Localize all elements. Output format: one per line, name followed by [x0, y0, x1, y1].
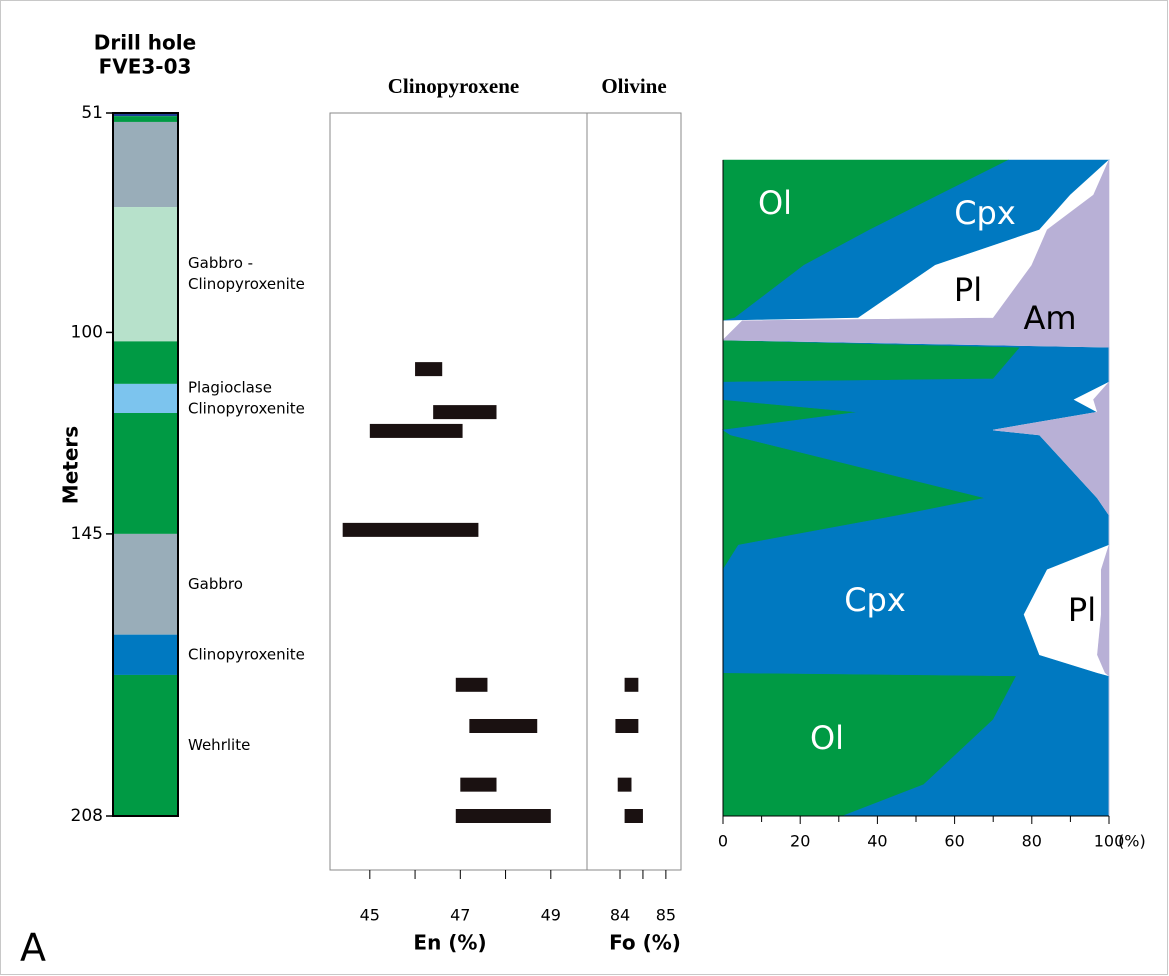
- range-bar: [342, 522, 479, 537]
- range-bar: [615, 718, 639, 733]
- x-tick-label: 47: [450, 906, 470, 925]
- x-tick-label: 85: [656, 906, 676, 925]
- x-tick-label: 45: [360, 906, 380, 925]
- lithology-label: Plagioclase: [188, 378, 272, 396]
- x-axis-label: Fo (%): [609, 931, 681, 955]
- layer: [113, 207, 178, 342]
- panel-title: Clinopyroxene: [388, 74, 519, 98]
- area-label: Am: [1023, 299, 1076, 337]
- y-tick-label: 208: [71, 806, 103, 826]
- range-bar: [617, 777, 632, 792]
- x-tick-label: 20: [790, 832, 810, 851]
- x-axis-label: En (%): [413, 931, 486, 955]
- x-tick-label: 80: [1022, 832, 1042, 851]
- layer: [113, 383, 178, 414]
- area-label: Pl: [954, 271, 982, 309]
- range-bar: [624, 809, 643, 823]
- area-label: Pl: [1068, 591, 1096, 629]
- area-label: Cpx: [954, 194, 1016, 232]
- x-tick-label: 60: [944, 832, 964, 851]
- lithology-label: Clinopyroxenite: [188, 275, 305, 293]
- x-tick-label: 40: [867, 832, 887, 851]
- range-bar: [460, 777, 497, 792]
- lithology-label: Gabbro: [188, 575, 243, 593]
- area-label: Ol: [758, 184, 792, 222]
- lithology-label: Clinopyroxenite: [188, 645, 305, 663]
- lithology-label: Gabbro -: [188, 254, 253, 272]
- range-bar: [469, 718, 538, 733]
- y-tick-label: 145: [71, 524, 103, 544]
- x-tick-label: 49: [541, 906, 561, 925]
- range-bar: [624, 677, 639, 692]
- x-tick-label: 0: [718, 832, 728, 851]
- area: [722, 159, 1110, 816]
- layer: [113, 533, 178, 635]
- range-bar: [433, 405, 497, 420]
- area-label: Ol: [810, 719, 844, 757]
- y-tick-label: 51: [81, 103, 103, 123]
- x-unit: (%): [1118, 832, 1146, 851]
- layer: [113, 634, 178, 675]
- panel-label: A: [20, 926, 46, 970]
- chart-title: FVE3-03: [99, 55, 192, 79]
- y-tick-label: 100: [71, 322, 103, 342]
- column-border: [112, 112, 179, 817]
- lithology-label: Clinopyroxenite: [188, 399, 305, 417]
- x-tick-label: 84: [610, 906, 630, 925]
- chart-title: Drill hole: [94, 31, 196, 55]
- x-tick-label: 100: [1094, 832, 1125, 851]
- lithology-label: Wehrlite: [188, 736, 250, 754]
- range-bar: [455, 809, 551, 823]
- panel-title: Olivine: [601, 74, 666, 98]
- layer: [113, 413, 178, 534]
- layer: [113, 121, 178, 208]
- area-label: Cpx: [844, 581, 906, 619]
- y-axis-label: Meters: [59, 426, 83, 504]
- range-bar: [369, 423, 463, 438]
- range-bar: [455, 677, 488, 692]
- layer: [113, 341, 178, 384]
- layer: [113, 674, 178, 816]
- layer: [113, 113, 178, 117]
- layer: [113, 116, 178, 122]
- range-bar: [415, 362, 443, 377]
